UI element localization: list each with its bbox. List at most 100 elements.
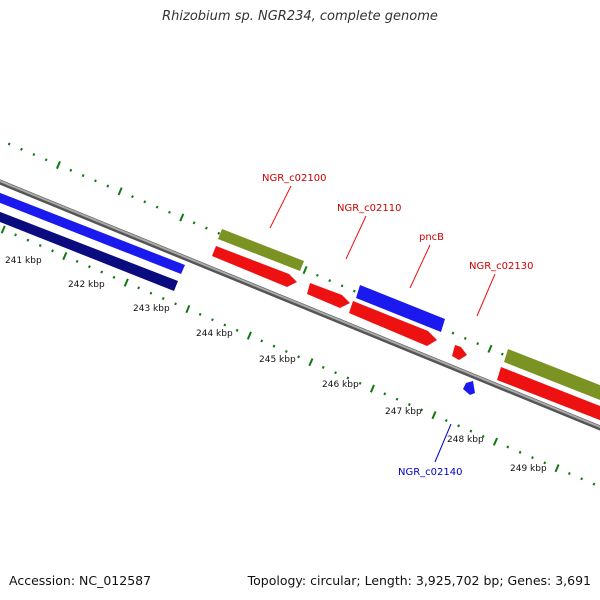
minor-tick — [149, 291, 153, 295]
minor-tick — [20, 147, 23, 151]
minor-tick — [112, 275, 116, 279]
minor-tick — [444, 418, 448, 423]
minor-tick — [7, 142, 11, 146]
minor-tick — [531, 456, 534, 460]
scale-labels: 241 kbp 242 kbp 243 kbp 244 kbp 245 kbp … — [5, 256, 547, 474]
scale-label: 242 kbp — [68, 280, 105, 290]
minor-tick — [321, 365, 325, 369]
backbone — [0, 179, 600, 431]
major-tick — [0, 225, 6, 234]
major-tick — [554, 464, 560, 473]
minor-tick — [457, 424, 461, 428]
minor-tick — [168, 210, 171, 214]
minor-tick — [334, 371, 337, 375]
gene-bar-olive-c02100[interactable] — [218, 229, 304, 271]
major-tick — [185, 305, 191, 314]
major-tick — [492, 437, 499, 446]
minor-tick — [580, 477, 584, 481]
gene-bar-red-1[interactable] — [212, 246, 297, 287]
gene-bar-blue-left[interactable] — [0, 189, 185, 274]
major-tick — [431, 411, 437, 420]
major-tick — [246, 331, 252, 340]
minor-tick — [340, 284, 344, 288]
minor-tick — [211, 318, 214, 322]
minor-tick — [174, 302, 177, 306]
gene-bar-red-small[interactable] — [452, 345, 467, 360]
gene-label-c02100[interactable]: NGR_c02100 — [262, 173, 327, 184]
minor-tick — [198, 312, 202, 316]
gene-leaders — [269, 185, 496, 463]
map-title: Rhizobium sp. NGR234, complete genome — [162, 9, 438, 24]
major-tick — [308, 358, 314, 367]
gene-label-pncB[interactable]: pncB — [419, 232, 444, 243]
gene-bar-blue-pncB[interactable] — [356, 285, 445, 332]
minor-tick — [26, 238, 30, 242]
accession-label: Accession: NC_012587 — [9, 573, 152, 588]
minor-tick — [106, 184, 110, 188]
major-tick — [62, 251, 68, 261]
minor-tick — [44, 158, 48, 162]
leader-c02100 — [269, 185, 292, 229]
minor-tick — [137, 286, 141, 290]
minor-tick — [272, 344, 276, 348]
gene-bar-red-pncB[interactable] — [349, 301, 437, 346]
minor-tick — [131, 195, 134, 199]
minor-tick — [315, 273, 319, 277]
minor-tick — [395, 397, 399, 401]
minor-tick — [223, 323, 227, 327]
minor-tick — [100, 270, 104, 274]
gene-bar-red-2[interactable] — [307, 283, 350, 308]
gene-bar-blue-small[interactable] — [463, 381, 475, 395]
minor-tick — [260, 339, 264, 343]
minor-tick — [346, 376, 350, 380]
minor-tick — [476, 342, 480, 346]
scale-label: 247 kbp — [385, 407, 422, 417]
scale-label: 245 kbp — [259, 355, 296, 365]
minor-tick — [192, 221, 196, 225]
minor-tick — [469, 429, 473, 433]
leader-c02110 — [345, 215, 367, 260]
minor-tick — [204, 226, 208, 230]
scale-label: 246 kbp — [322, 380, 359, 390]
minor-tick — [407, 403, 411, 407]
minor-tick — [143, 200, 147, 204]
major-tick — [123, 278, 129, 287]
minor-tick — [155, 205, 159, 209]
scale-label: 244 kbp — [196, 329, 233, 339]
major-tick — [179, 213, 185, 222]
minor-tick — [500, 352, 504, 356]
gene-bar-navy-left[interactable] — [0, 208, 178, 291]
minor-tick — [32, 153, 36, 156]
major-tick — [487, 344, 493, 353]
major-tick — [55, 161, 61, 170]
gene-label-c02140[interactable]: NGR_c02140 — [398, 467, 463, 478]
minor-tick — [87, 265, 91, 269]
gene-label-c02110[interactable]: NGR_c02110 — [337, 203, 402, 214]
scale-label: 241 kbp — [5, 256, 42, 266]
leader-c02130 — [476, 273, 496, 317]
backbone-highlight — [0, 180, 600, 428]
minor-tick — [592, 482, 596, 486]
major-tick — [117, 187, 123, 196]
minor-tick — [161, 297, 165, 300]
minor-tick — [38, 243, 42, 248]
scale-label: 243 kbp — [133, 304, 170, 314]
minor-tick — [420, 408, 424, 412]
minor-tick — [297, 355, 301, 359]
gene-features — [0, 189, 600, 424]
leader-pncB — [409, 244, 431, 289]
minor-tick — [567, 472, 571, 475]
minor-tick — [14, 233, 17, 237]
minor-tick — [328, 279, 332, 283]
minor-tick — [235, 328, 239, 332]
genome-summary: Topology: circular; Length: 3,925,702 bp… — [247, 573, 591, 588]
minor-tick — [284, 349, 288, 354]
minor-tick — [506, 445, 510, 449]
gene-bar-red-right[interactable] — [497, 367, 600, 424]
minor-tick — [383, 392, 387, 396]
minor-tick — [81, 174, 85, 178]
gene-bar-olive-right[interactable] — [504, 349, 600, 404]
gene-label-c02130[interactable]: NGR_c02130 — [469, 261, 534, 272]
minor-tick — [352, 289, 356, 293]
